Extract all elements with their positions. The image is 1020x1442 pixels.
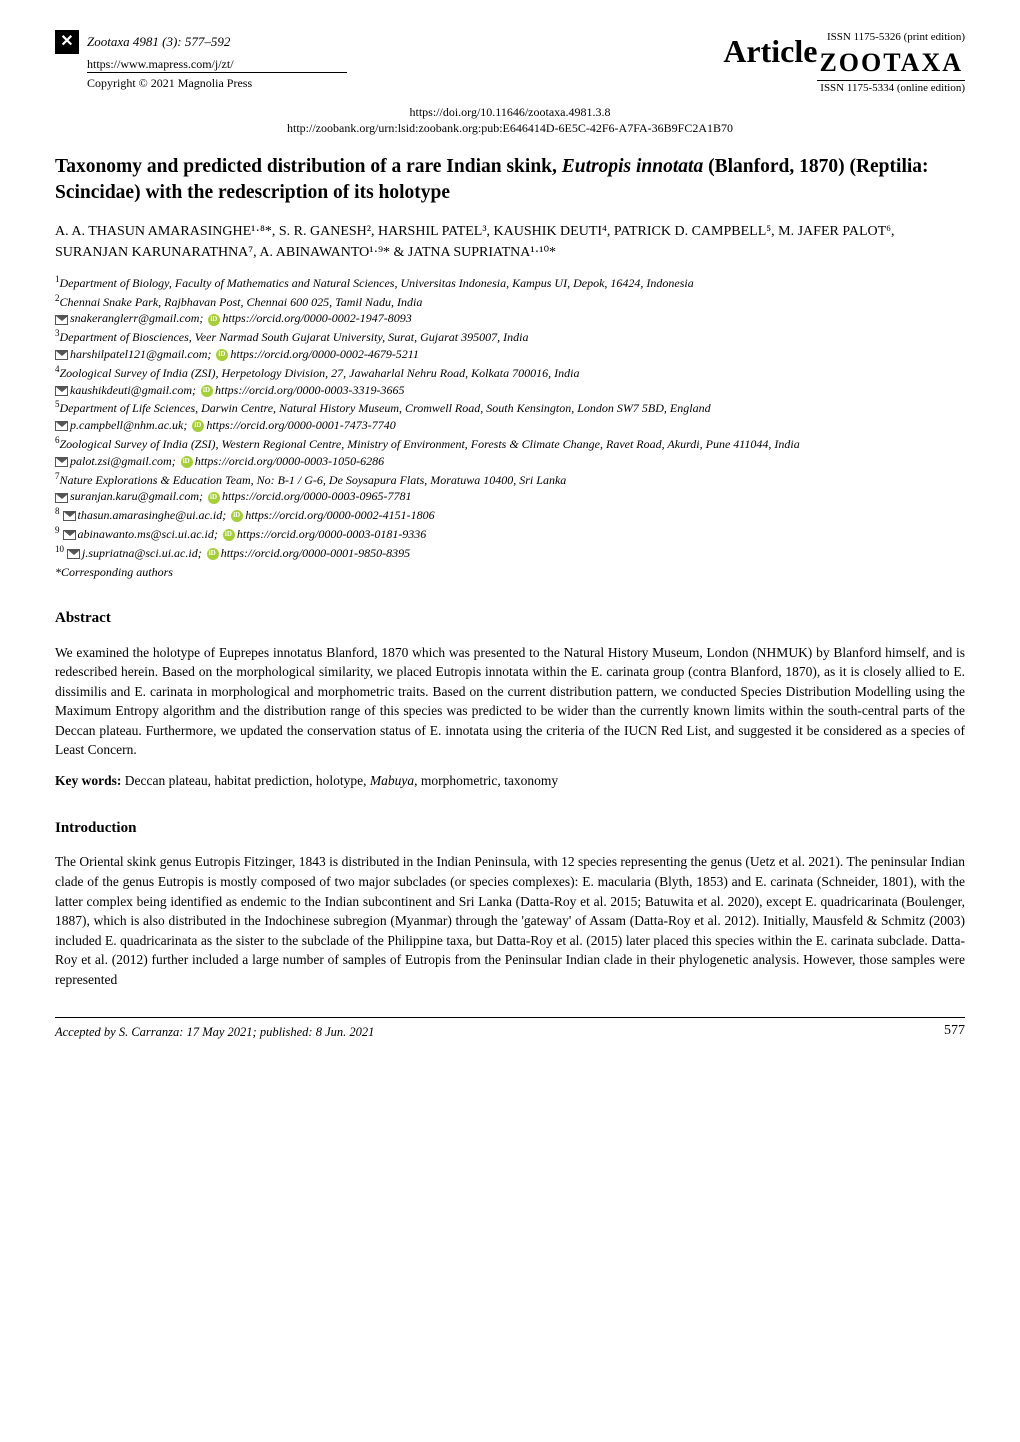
email[interactable]: thasun.amarasinghe@ui.ac.id; xyxy=(78,508,227,522)
orcid-url[interactable]: https://orcid.org/0000-0003-0181-9336 xyxy=(237,527,426,541)
orcid-url[interactable]: https://orcid.org/0000-0003-1050-6286 xyxy=(195,454,384,468)
affil-text: Department of Biology, Faculty of Mathem… xyxy=(60,276,694,290)
mail-icon xyxy=(63,511,76,521)
sup: 9 xyxy=(55,525,60,535)
orcid-icon xyxy=(181,456,193,468)
footer: Accepted by S. Carranza: 17 May 2021; pu… xyxy=(55,1017,965,1041)
doi-url[interactable]: https://doi.org/10.11646/zootaxa.4981.3.… xyxy=(55,104,965,120)
orcid-url[interactable]: https://orcid.org/0000-0003-3319-3665 xyxy=(215,383,404,397)
article-title: Taxonomy and predicted distribution of a… xyxy=(55,154,965,205)
mail-icon xyxy=(55,493,68,503)
mail-icon xyxy=(55,457,68,467)
publisher-logo: ✕ xyxy=(55,30,79,54)
orcid-icon xyxy=(208,492,220,504)
affil-text: Chennai Snake Park, Rajbhavan Post, Chen… xyxy=(60,295,423,309)
abstract-heading: Abstract xyxy=(55,608,965,628)
email-row-9: 9 abinawanto.ms@sci.ui.ac.id; https://or… xyxy=(55,524,965,543)
sup: 8 xyxy=(55,506,60,516)
orcid-icon xyxy=(231,510,243,522)
corresponding-note: *Corresponding authors xyxy=(55,564,965,581)
orcid-icon xyxy=(201,385,213,397)
mail-icon xyxy=(63,530,76,540)
keywords-pre: Deccan plateau, habitat prediction, holo… xyxy=(121,773,370,788)
affil-text: Department of Biosciences, Veer Narmad S… xyxy=(60,330,529,344)
email-row-8: 8 thasun.amarasinghe@ui.ac.id; https://o… xyxy=(55,505,965,524)
journal-url[interactable]: https://www.mapress.com/j/zt/ xyxy=(87,56,723,72)
mail-icon xyxy=(55,386,68,396)
email[interactable]: abinawanto.ms@sci.ui.ac.id; xyxy=(78,527,218,541)
affil-text: Department of Life Sciences, Darwin Cent… xyxy=(60,401,711,415)
email[interactable]: j.supriatna@sci.ui.ac.id; xyxy=(82,546,202,560)
copyright: Copyright © 2021 Magnolia Press xyxy=(87,72,347,91)
orcid-url[interactable]: https://orcid.org/0000-0001-9850-8395 xyxy=(221,546,410,560)
doi-block: https://doi.org/10.11646/zootaxa.4981.3.… xyxy=(55,104,965,136)
keywords-label: Key words: xyxy=(55,773,121,788)
email-row-2: snakeranglerr@gmail.com; https://orcid.o… xyxy=(55,310,965,327)
affiliation-7: 7Nature Explorations & Education Team, N… xyxy=(55,470,965,489)
orcid-icon xyxy=(192,420,204,432)
abstract-text: We examined the holotype of Euprepes inn… xyxy=(55,643,965,760)
orcid-url[interactable]: https://orcid.org/0000-0001-7473-7740 xyxy=(206,418,395,432)
journal-row: ✕ Zootaxa 4981 (3): 577–592 xyxy=(55,30,723,54)
introduction-text: The Oriental skink genus Eutropis Fitzin… xyxy=(55,852,965,989)
keywords-italic: Mabuya xyxy=(370,773,414,788)
journal-meta: Zootaxa 4981 (3): 577–592 xyxy=(87,33,230,51)
introduction-heading: Introduction xyxy=(55,818,965,838)
article-label: Article xyxy=(723,30,817,73)
email-row-5: p.campbell@nhm.ac.uk; https://orcid.org/… xyxy=(55,417,965,434)
affiliation-2: 2Chennai Snake Park, Rajbhavan Post, Che… xyxy=(55,292,965,311)
affiliation-6: 6Zoological Survey of India (ZSI), Weste… xyxy=(55,434,965,453)
header-right: ISSN 1175-5326 (print edition) ZOOTAXA I… xyxy=(817,30,965,96)
orcid-url[interactable]: https://orcid.org/0000-0002-4151-1806 xyxy=(245,508,434,522)
affil-text: Zoological Survey of India (ZSI), Herpet… xyxy=(60,366,580,380)
title-species: Eutropis innotata xyxy=(562,156,703,177)
orcid-url[interactable]: https://orcid.org/0000-0002-1947-8093 xyxy=(222,311,411,325)
orcid-url[interactable]: https://orcid.org/0000-0003-0965-7781 xyxy=(222,489,411,503)
email-row-4: kaushikdeuti@gmail.com; https://orcid.or… xyxy=(55,382,965,399)
affil-text: Nature Explorations & Education Team, No… xyxy=(60,473,567,487)
email[interactable]: p.campbell@nhm.ac.uk; xyxy=(70,418,187,432)
mail-icon xyxy=(67,549,80,559)
zootaxa-logo: ZOOTAXA xyxy=(817,45,965,81)
affiliation-3: 3Department of Biosciences, Veer Narmad … xyxy=(55,327,965,346)
journal-name: Zootaxa xyxy=(87,34,130,49)
keywords-rest: , morphometric, taxonomy xyxy=(414,773,558,788)
orcid-icon xyxy=(207,548,219,560)
issue: 4981 (3): 577–592 xyxy=(133,34,231,49)
affil-text: Zoological Survey of India (ZSI), Wester… xyxy=(60,437,800,451)
header-left: ✕ Zootaxa 4981 (3): 577–592 https://www.… xyxy=(55,30,723,91)
affiliations-block: 1Department of Biology, Faculty of Mathe… xyxy=(55,273,965,581)
orcid-icon xyxy=(223,529,235,541)
mail-icon xyxy=(55,421,68,431)
email[interactable]: suranjan.karu@gmail.com; xyxy=(70,489,203,503)
email[interactable]: kaushikdeuti@gmail.com; xyxy=(70,383,196,397)
email[interactable]: palot.zsi@gmail.com; xyxy=(70,454,176,468)
issn-online: ISSN 1175-5334 (online edition) xyxy=(817,81,965,96)
page-number: 577 xyxy=(944,1022,965,1041)
author-list: A. A. THASUN AMARASINGHE¹·⁸*, S. R. GANE… xyxy=(55,221,965,263)
mail-icon xyxy=(55,350,68,360)
email[interactable]: harshilpatel121@gmail.com; xyxy=(70,347,211,361)
accepted-text: Accepted by S. Carranza: 17 May 2021; pu… xyxy=(55,1024,374,1041)
email-row-6: palot.zsi@gmail.com; https://orcid.org/0… xyxy=(55,453,965,470)
mail-icon xyxy=(55,315,68,325)
issn-print: ISSN 1175-5326 (print edition) xyxy=(817,30,965,45)
email-row-10: 10 j.supriatna@sci.ui.ac.id; https://orc… xyxy=(55,543,965,562)
title-pre: Taxonomy and predicted distribution of a… xyxy=(55,156,562,177)
affiliation-1: 1Department of Biology, Faculty of Mathe… xyxy=(55,273,965,292)
email-row-7: suranjan.karu@gmail.com; https://orcid.o… xyxy=(55,488,965,505)
email[interactable]: snakeranglerr@gmail.com; xyxy=(70,311,203,325)
sup: 10 xyxy=(55,544,64,554)
affiliation-5: 5Department of Life Sciences, Darwin Cen… xyxy=(55,398,965,417)
header: ✕ Zootaxa 4981 (3): 577–592 https://www.… xyxy=(55,30,965,96)
keywords: Key words: Deccan plateau, habitat predi… xyxy=(55,772,965,790)
orcid-icon xyxy=(208,314,220,326)
zoobank-url[interactable]: http://zoobank.org/urn:lsid:zoobank.org:… xyxy=(55,120,965,136)
orcid-url[interactable]: https://orcid.org/0000-0002-4679-5211 xyxy=(230,347,419,361)
orcid-icon xyxy=(216,349,228,361)
email-row-3: harshilpatel121@gmail.com; https://orcid… xyxy=(55,346,965,363)
affiliation-4: 4Zoological Survey of India (ZSI), Herpe… xyxy=(55,363,965,382)
